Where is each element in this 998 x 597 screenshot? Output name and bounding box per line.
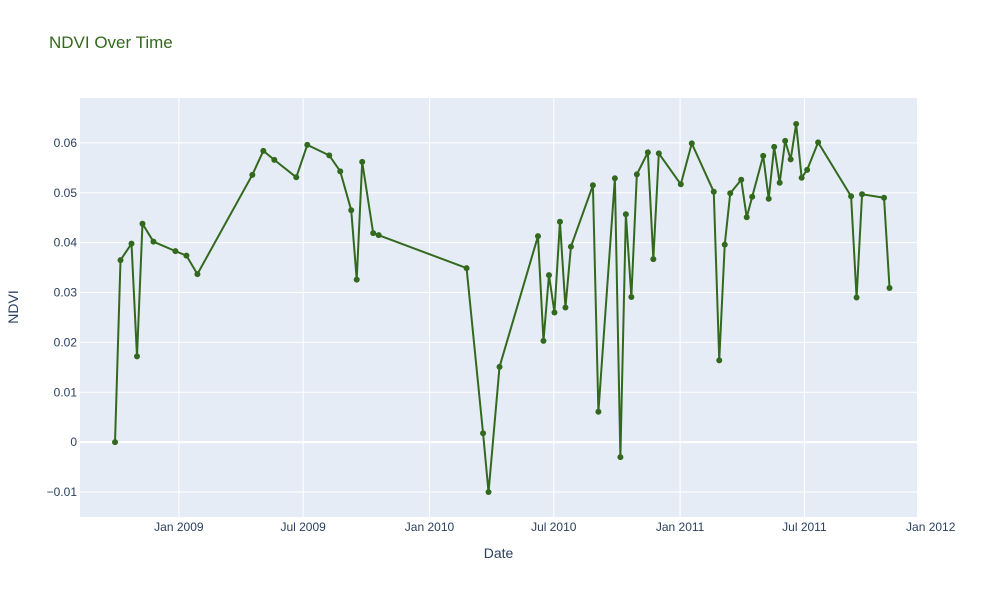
y-axis-title: NDVI	[5, 290, 21, 323]
data-point	[567, 243, 574, 250]
data-point	[304, 141, 311, 148]
data-point	[716, 357, 723, 364]
data-point	[787, 156, 794, 163]
data-point	[738, 176, 745, 183]
data-point	[815, 139, 822, 146]
data-point	[677, 181, 684, 188]
data-point	[853, 294, 860, 301]
data-point	[881, 194, 888, 201]
data-point	[249, 171, 256, 178]
data-point	[655, 150, 662, 157]
data-point	[117, 257, 124, 264]
data-point	[326, 152, 333, 159]
data-point	[556, 218, 563, 225]
data-point	[128, 240, 135, 247]
data-point	[463, 265, 470, 272]
data-point	[139, 220, 146, 227]
data-point	[765, 195, 772, 202]
data-point	[551, 309, 558, 316]
data-point	[370, 230, 377, 237]
x-tick-label: Jan 2011	[656, 520, 705, 534]
data-point	[771, 143, 778, 150]
y-axis-ticks: −0.01 0 0.01 0.02 0.03 0.04 0.05 0.06	[47, 136, 78, 499]
y-tick-label: 0.03	[54, 286, 78, 300]
data-point	[611, 175, 618, 182]
data-point	[375, 232, 382, 239]
data-point	[622, 211, 629, 218]
data-point	[112, 439, 119, 446]
data-point	[496, 363, 503, 370]
data-point	[545, 272, 552, 279]
x-tick-label: Jan 2009	[154, 520, 204, 534]
data-point	[348, 207, 355, 214]
data-point	[848, 193, 855, 200]
data-point	[782, 137, 789, 144]
y-tick-label: 0.06	[54, 136, 78, 150]
data-point	[650, 256, 657, 263]
data-point	[150, 238, 157, 245]
data-point	[337, 168, 344, 175]
data-point	[172, 248, 179, 255]
x-tick-label: Jul 2010	[531, 520, 577, 534]
data-point	[359, 158, 366, 165]
data-point	[633, 171, 640, 178]
data-point	[194, 271, 201, 278]
y-tick-label: 0	[70, 435, 77, 449]
x-tick-label: Jan 2010	[405, 520, 455, 534]
data-point	[589, 182, 596, 189]
x-tick-label: Jan 2012	[906, 520, 956, 534]
data-point	[271, 156, 278, 163]
y-tick-label: −0.01	[47, 485, 78, 499]
data-point	[260, 147, 267, 154]
chart-title: NDVI Over Time	[49, 33, 173, 52]
data-point	[628, 294, 635, 301]
x-axis-ticks: Jan 2009 Jul 2009 Jan 2010 Jul 2010 Jan 2011…	[154, 520, 956, 534]
y-tick-label: 0.02	[54, 335, 78, 349]
data-point	[485, 489, 492, 496]
gridlines	[80, 98, 932, 517]
data-point	[859, 191, 866, 198]
y-tick-label: 0.05	[54, 186, 78, 200]
data-point	[540, 337, 547, 344]
data-point	[804, 166, 811, 173]
data-point	[595, 408, 602, 415]
data-point	[617, 454, 624, 461]
data-point	[721, 241, 728, 248]
data-point	[293, 174, 300, 181]
y-tick-label: 0.01	[54, 385, 78, 399]
y-tick-label: 0.04	[54, 236, 78, 250]
ndvi-series-points	[112, 120, 893, 496]
x-tick-label: Jul 2011	[782, 520, 827, 534]
x-tick-label: Jul 2009	[280, 520, 326, 534]
data-point	[776, 179, 783, 186]
data-point	[353, 276, 360, 283]
data-point	[133, 353, 140, 360]
data-point	[710, 188, 717, 195]
data-point	[760, 152, 767, 159]
x-axis-title: Date	[484, 545, 514, 561]
data-point	[749, 193, 756, 200]
data-point	[644, 149, 651, 156]
data-point	[743, 214, 750, 221]
data-point	[727, 190, 734, 197]
data-point	[480, 430, 487, 437]
data-point	[886, 285, 893, 292]
data-point	[798, 174, 805, 181]
data-point	[688, 140, 695, 147]
data-point	[534, 233, 541, 240]
data-point	[183, 252, 190, 259]
data-point	[793, 120, 800, 127]
data-point	[562, 304, 569, 311]
